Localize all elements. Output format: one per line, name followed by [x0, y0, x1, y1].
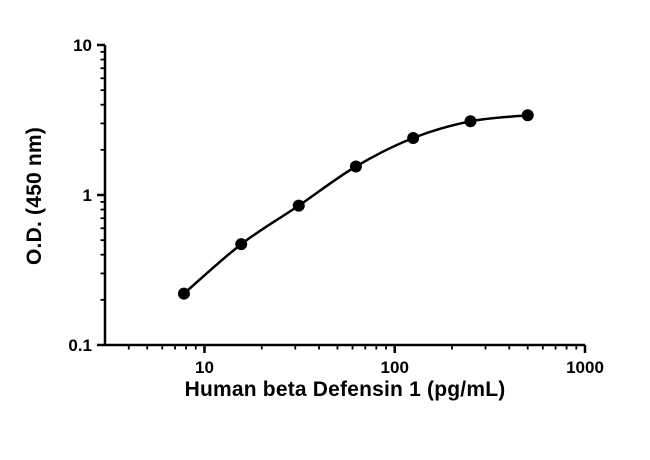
data-point [177, 287, 190, 300]
y-tick-label: 1 [83, 186, 92, 205]
data-point [235, 238, 248, 251]
data-point [464, 115, 477, 128]
x-tick-label: 1000 [566, 358, 604, 377]
data-point [349, 160, 362, 173]
data-point [292, 199, 305, 212]
y-tick-label: 10 [73, 36, 92, 55]
fit-curve [183, 114, 528, 295]
x-axis-title: Human beta Defensin 1 (pg/mL) [184, 378, 506, 401]
y-axis-title: O.D. (450 nm) [23, 127, 46, 265]
data-point [521, 109, 534, 122]
data-point [407, 131, 420, 144]
x-tick-label: 100 [381, 358, 409, 377]
x-tick-label: 10 [195, 358, 214, 377]
y-tick-label: 0.1 [68, 336, 92, 355]
